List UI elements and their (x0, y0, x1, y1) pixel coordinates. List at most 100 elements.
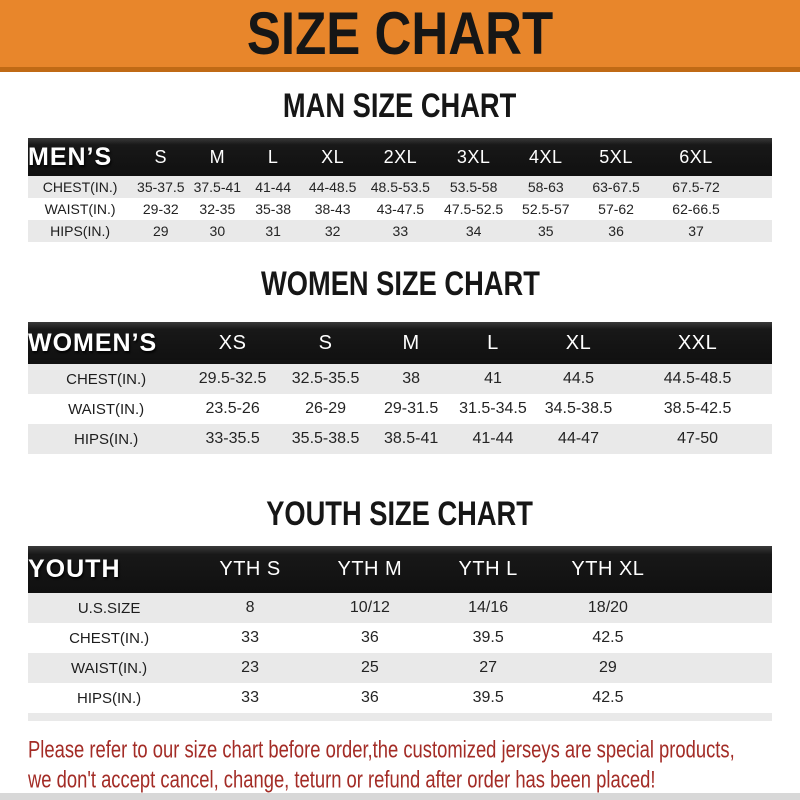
cell: 36 (309, 683, 430, 713)
column-header: 3XL (436, 138, 511, 176)
women-section-heading: WOMEN SIZE CHART (0, 264, 800, 303)
table-header-row: MEN’S S M L XL 2XL 3XL 4XL 5XL 6XL (28, 138, 772, 176)
table-row: HIPS(IN.) 33-35.5 35.5-38.5 38.5-41 41-44 44-… (28, 424, 772, 454)
table-title: WOMEN’S (28, 322, 185, 364)
size-table: MEN’S S M L XL 2XL 3XL 4XL 5XL 6XL CHEST(IN.) 35-37… (28, 138, 772, 242)
row-label: CHEST(IN.) (28, 364, 185, 394)
table-header-row: YOUTH YTH S YTH M YTH L YTH XL (28, 546, 772, 593)
column-header: YTH L (429, 546, 547, 593)
cell (669, 653, 772, 683)
size-table: YOUTH YTH S YTH M YTH L YTH XL U.S.SIZE 8 10/12… (28, 546, 772, 713)
cell: 52.5-57 (510, 198, 581, 220)
cell: 27 (429, 653, 547, 683)
section-men: MAN SIZE CHART MEN’S S M L XL 2XL 3XL 4XL 5XL 6XL… (0, 86, 800, 242)
cell: 47-50 (623, 424, 772, 454)
cell: 38.5-42.5 (623, 394, 772, 424)
cell: 8 (190, 593, 310, 623)
cell: 23.5-26 (184, 394, 281, 424)
cell: 41-44 (245, 176, 302, 198)
row-label: HIPS(IN.) (28, 424, 185, 454)
cell: 23 (190, 653, 310, 683)
cell: 30 (189, 220, 246, 242)
cell: 32.5-35.5 (280, 364, 371, 394)
cell: 38-43 (301, 198, 365, 220)
size-table: WOMEN’S XS S M L XL XXL CHEST(IN.) 29.5-32.5 32.5… (28, 322, 772, 454)
table-row: CHEST(IN.) 35-37.5 37.5-41 41-44 44-48.5 48.5… (28, 176, 772, 198)
cell: 43-47.5 (364, 198, 437, 220)
cell (740, 198, 772, 220)
column-header: M (189, 138, 246, 176)
cell: 39.5 (429, 683, 547, 713)
cell: 37 (651, 220, 741, 242)
table-row: WAIST(IN.) 29-32 32-35 35-38 38-43 43-47.5 47.… (28, 198, 772, 220)
size-chart-banner: SIZE CHART (0, 0, 800, 72)
row-label: U.S.SIZE (28, 593, 191, 623)
cell (740, 220, 772, 242)
cell: 35.5-38.5 (280, 424, 371, 454)
order-note-line-1: Please refer to our size chart before or… (28, 735, 735, 763)
column-header: 2XL (364, 138, 437, 176)
cell: 39.5 (429, 623, 547, 653)
youth-section-heading: YOUTH SIZE CHART (0, 494, 800, 533)
cell (669, 683, 772, 713)
cell: 29.5-32.5 (184, 364, 281, 394)
cell: 44.5 (533, 364, 624, 394)
table-row: CHEST(IN.) 33 36 39.5 42.5 (28, 623, 772, 653)
cell: 25 (309, 653, 430, 683)
column-header: L (452, 322, 534, 364)
cell: 35-38 (245, 198, 302, 220)
cell: 34.5-38.5 (533, 394, 624, 424)
row-label: WAIST(IN.) (28, 653, 191, 683)
order-note-line-2: we don't accept cancel, change, teturn o… (28, 765, 656, 793)
column-header: L (245, 138, 302, 176)
column-header: YTH M (309, 546, 430, 593)
cell: 42.5 (546, 683, 670, 713)
column-header: S (280, 322, 371, 364)
table-row: WAIST(IN.) 23.5-26 26-29 29-31.5 31.5-34.5 34… (28, 394, 772, 424)
column-header: 4XL (510, 138, 581, 176)
cell: 18/20 (546, 593, 670, 623)
table-row: WAIST(IN.) 23 25 27 29 (28, 653, 772, 683)
men-section-heading: MAN SIZE CHART (0, 86, 800, 125)
cell: 33 (190, 683, 310, 713)
cell: 36 (309, 623, 430, 653)
cell: 33 (364, 220, 437, 242)
cell: 36 (580, 220, 652, 242)
cell (669, 623, 772, 653)
cell: 33 (190, 623, 310, 653)
section-youth: YOUTH SIZE CHART YOUTH YTH S YTH M YTH L YTH… (0, 494, 800, 721)
cell: 63-67.5 (580, 176, 652, 198)
section-women: WOMEN SIZE CHART WOMEN’S XS S M L XL XXL CHEST(… (0, 264, 800, 454)
column-header: YTH S (190, 546, 310, 593)
cell: 35-37.5 (132, 176, 190, 198)
youth-table-bottom-strip (28, 713, 772, 721)
table-header-row: WOMEN’S XS S M L XL XXL (28, 322, 772, 364)
men-section-heading-text: MAN SIZE CHART (283, 86, 517, 125)
column-header: S (132, 138, 190, 176)
table-title: MEN’S (28, 138, 133, 176)
column-header: 6XL (651, 138, 741, 176)
table-row: HIPS(IN.) 29 30 31 32 33 34 35 36 37 (28, 220, 772, 242)
row-label: HIPS(IN.) (28, 683, 191, 713)
cell: 26-29 (280, 394, 371, 424)
cell: 48.5-53.5 (364, 176, 437, 198)
cell: 41 (452, 364, 534, 394)
women-section-heading-text: WOMEN SIZE CHART (260, 264, 540, 303)
cell: 38.5-41 (370, 424, 453, 454)
cell: 44.5-48.5 (623, 364, 772, 394)
cell: 42.5 (546, 623, 670, 653)
column-header: XL (533, 322, 624, 364)
column-header: XL (301, 138, 365, 176)
column-header: 5XL (580, 138, 652, 176)
column-header (740, 138, 772, 176)
column-header: XS (184, 322, 281, 364)
table-row: U.S.SIZE 8 10/12 14/16 18/20 (28, 593, 772, 623)
cell: 47.5-52.5 (436, 198, 511, 220)
cell: 31 (245, 220, 302, 242)
cell: 29-32 (132, 198, 190, 220)
cell: 53.5-58 (436, 176, 511, 198)
row-label: WAIST(IN.) (28, 198, 133, 220)
youth-section-heading-text: YOUTH SIZE CHART (266, 494, 534, 533)
order-note: Please refer to our size chart before or… (28, 734, 800, 794)
cell: 29 (132, 220, 190, 242)
